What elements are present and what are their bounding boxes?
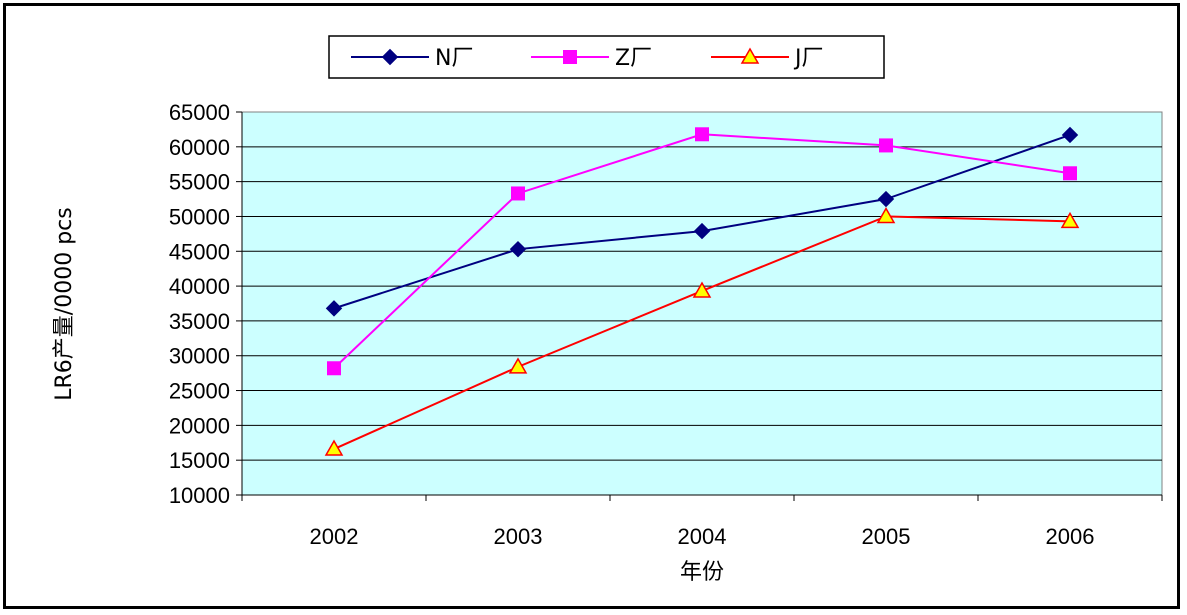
x-axis-title: 年份 <box>680 560 724 585</box>
y-tick-label: 55000 <box>169 170 230 195</box>
y-tick-label: 45000 <box>169 239 230 264</box>
legend-label: N厂 <box>435 46 473 71</box>
plot-area <box>241 111 1163 496</box>
data-point <box>511 186 525 201</box>
data-point <box>876 206 896 224</box>
x-tick-label: 2006 <box>1046 524 1095 549</box>
y-tick-label: 50000 <box>169 204 230 229</box>
legend-label: Z厂 <box>615 46 652 71</box>
legend-marker <box>381 48 399 66</box>
data-point <box>1060 211 1080 229</box>
legend-marker <box>563 50 577 64</box>
data-point <box>1061 126 1079 144</box>
y-tick-label: 40000 <box>169 274 230 299</box>
y-tick-label: 65000 <box>169 100 230 125</box>
series-lines <box>324 126 1080 456</box>
x-tick-label: 2004 <box>678 524 727 549</box>
data-point <box>1063 166 1077 181</box>
data-point <box>879 138 893 153</box>
legend-label: J厂 <box>793 46 824 71</box>
data-point <box>325 300 343 317</box>
line-chart: 10000 15000 20000 25000 30000 35000 40000 45000… <box>52 35 1163 585</box>
axes <box>236 111 1163 501</box>
y-tick-label: 30000 <box>169 344 230 369</box>
x-tick-label: 2003 <box>494 524 543 549</box>
y-tick-labels: 10000 15000 20000 25000 30000 35000 40000 45000… <box>169 100 230 508</box>
y-tick-label: 35000 <box>169 309 230 334</box>
data-point <box>327 361 341 376</box>
legend: N厂 Z厂 J厂 <box>328 35 885 79</box>
x-tick-label: 2002 <box>310 524 359 549</box>
data-point <box>877 190 895 208</box>
data-point <box>509 240 527 258</box>
data-point <box>324 439 344 456</box>
y-axis-title: LR6产量/0000 pcs <box>52 207 77 400</box>
y-tick-label: 15000 <box>169 448 230 473</box>
legend-marker <box>740 47 760 64</box>
y-tick-label: 25000 <box>169 379 230 404</box>
data-point <box>692 281 712 298</box>
x-tick-labels: 2002 2003 2004 2005 2006 <box>310 524 1095 549</box>
y-tick-label: 10000 <box>169 483 230 508</box>
y-tick-label: 60000 <box>169 135 230 160</box>
chart-frame: 10000 15000 20000 25000 30000 35000 40000 45000… <box>3 3 1180 609</box>
data-point <box>508 357 528 374</box>
data-point <box>695 127 709 142</box>
data-point <box>693 222 711 240</box>
x-tick-label: 2005 <box>862 524 911 549</box>
y-tick-label: 20000 <box>169 413 230 438</box>
